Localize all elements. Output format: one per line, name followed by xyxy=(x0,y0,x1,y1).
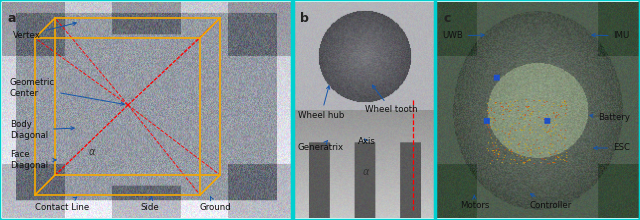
Text: Battery: Battery xyxy=(590,114,630,123)
Text: $\alpha$: $\alpha$ xyxy=(88,147,96,157)
Text: Motors: Motors xyxy=(460,195,490,209)
Text: Ground: Ground xyxy=(200,197,232,211)
Text: UWB: UWB xyxy=(442,31,484,40)
Text: c: c xyxy=(443,12,451,25)
Text: b: b xyxy=(300,12,309,25)
Text: Face
Diagonal: Face Diagonal xyxy=(10,150,56,170)
Text: ESC: ESC xyxy=(594,143,630,152)
Text: Wheel tooth: Wheel tooth xyxy=(365,85,418,114)
Text: Body
Diagonal: Body Diagonal xyxy=(10,120,74,140)
Text: a: a xyxy=(8,12,17,25)
Text: Vertex: Vertex xyxy=(13,22,76,40)
Text: Geometric
Center: Geometric Center xyxy=(10,78,124,105)
Text: $\alpha$: $\alpha$ xyxy=(362,167,371,177)
Text: Generatrix: Generatrix xyxy=(298,141,344,152)
Text: IMU: IMU xyxy=(592,31,630,40)
Text: Controller: Controller xyxy=(530,194,572,209)
Text: Contact Line: Contact Line xyxy=(35,197,89,211)
Text: Axis: Axis xyxy=(358,138,376,147)
Text: Side: Side xyxy=(140,197,159,211)
Text: Wheel hub: Wheel hub xyxy=(298,86,344,119)
